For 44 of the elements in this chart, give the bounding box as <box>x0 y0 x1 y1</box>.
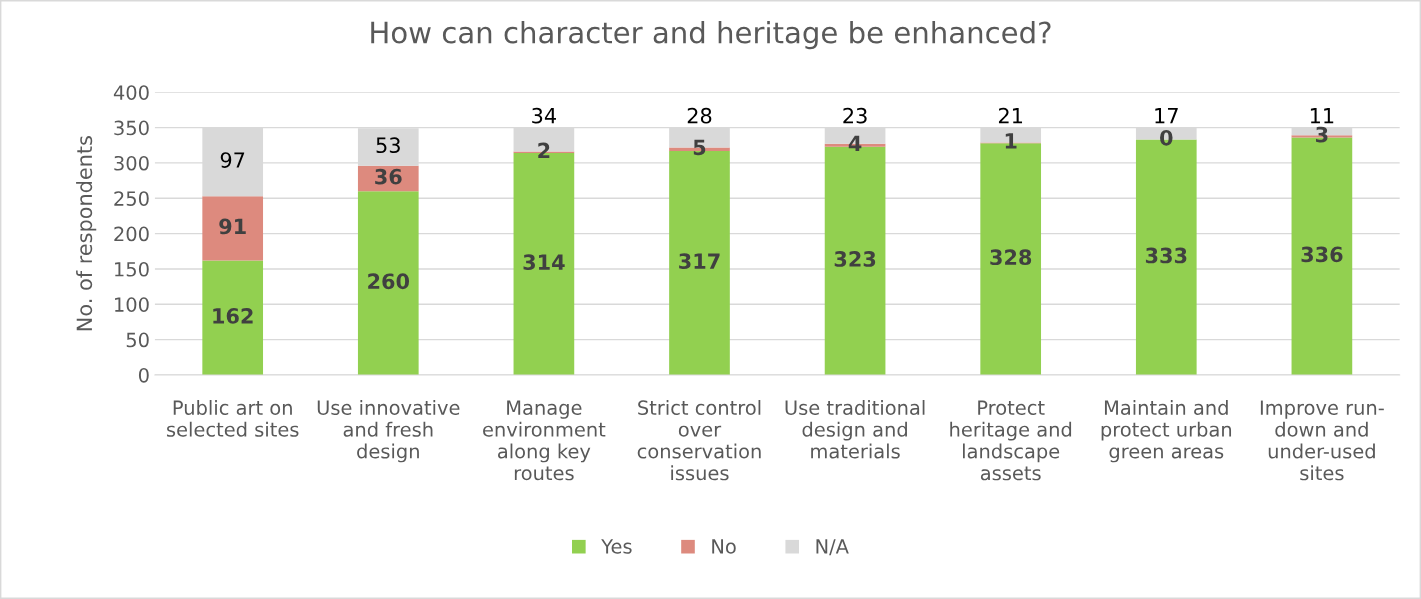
data-label: 17 <box>1155 108 1178 124</box>
chart-title: How can character and heritage be enhanced? <box>371 20 1051 50</box>
y-tick-label: 50 <box>126 332 149 348</box>
data-label: 314 <box>523 254 565 271</box>
data-label: 21 <box>998 107 1023 124</box>
y-tick-label: 0 <box>138 367 149 383</box>
data-label: 28 <box>687 107 712 124</box>
x-tick-label: Improve run- down and under-used sites <box>1260 400 1384 481</box>
x-tick-label: Public art on selected sites <box>166 399 299 437</box>
data-label: 5 <box>693 139 706 156</box>
x-tick-label: Maintain and protect urban green areas <box>1101 399 1232 463</box>
data-label: 53 <box>376 137 400 154</box>
legend-label: No <box>712 539 736 554</box>
y-axis-title: No. of respondents <box>76 136 97 331</box>
x-tick-label: Use innovative and fresh design <box>317 399 460 463</box>
y-tick-label: 200 <box>114 226 149 242</box>
data-label: 11 <box>1310 108 1334 124</box>
y-tick-label: 100 <box>115 297 149 312</box>
data-label: 162 <box>213 308 253 324</box>
y-tick-label: 400 <box>113 85 149 100</box>
bar <box>202 196 264 261</box>
data-label: 97 <box>220 152 245 168</box>
x-tick-label: Use traditional design and materials <box>785 399 925 459</box>
data-label: 323 <box>834 251 876 267</box>
legend-label: Yes <box>601 539 632 554</box>
data-label: 36 <box>375 168 402 185</box>
data-label: 317 <box>679 253 720 269</box>
data-label: 336 <box>1301 246 1343 263</box>
data-label: 260 <box>368 273 410 290</box>
x-tick-label: Manage environment along key routes <box>483 400 606 481</box>
x-tick-label: Protect heritage and landscape assets <box>950 400 1072 481</box>
bar <box>357 191 419 375</box>
legend-label: N/A <box>816 539 849 556</box>
y-tick-label: 350 <box>114 120 149 136</box>
bar <box>202 260 264 375</box>
data-label: 34 <box>532 107 556 124</box>
data-label: 23 <box>843 107 867 124</box>
y-tick-label: 150 <box>115 261 149 277</box>
y-tick-label: 300 <box>114 155 149 171</box>
data-label: 91 <box>219 218 246 235</box>
y-tick-label: 250 <box>114 191 149 206</box>
data-label: 333 <box>1145 247 1187 264</box>
data-label: 328 <box>990 249 1032 266</box>
x-tick-label: Strict control over conservation issues <box>637 399 761 481</box>
